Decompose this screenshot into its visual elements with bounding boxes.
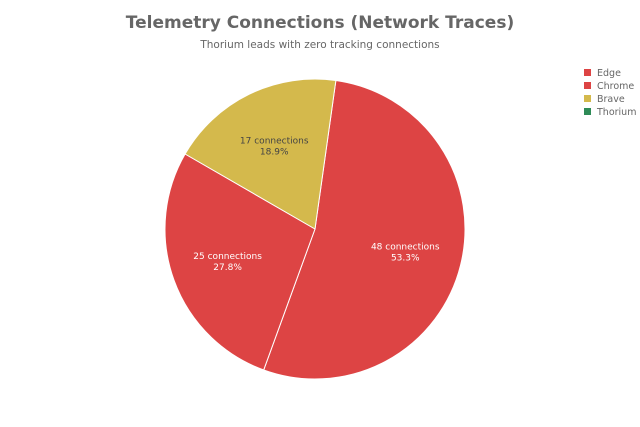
slice-value-label-chrome: 25 connections [193,252,262,262]
legend-swatch-chrome[interactable] [584,82,591,89]
legend-label-brave[interactable]: Brave [597,94,625,105]
legend-label-edge[interactable]: Edge [597,68,621,79]
legend-swatch-brave[interactable] [584,95,591,102]
legend-label-thorium[interactable]: Thorium [596,107,636,118]
pie-slices [164,78,466,380]
pie-slice-chrome[interactable] [164,153,316,371]
legend-swatch-thorium[interactable] [584,108,591,115]
slice-value-label-edge: 48 connections [371,242,440,252]
slice-percent-label-brave: 18.9% [260,147,289,157]
chart-title: Telemetry Connections (Network Traces) [126,13,514,33]
slice-percent-label-edge: 53.3% [391,253,420,263]
pie-slice-brave[interactable] [184,78,337,230]
slice-value-label-brave: 17 connections [240,136,309,146]
legend: Edge Chrome Brave Thorium [584,68,636,118]
slice-percent-label-chrome: 27.8% [213,263,242,273]
pie-slice-edge[interactable] [263,79,466,380]
legend-label-chrome[interactable]: Chrome [597,81,634,92]
chart-subtitle: Thorium leads with zero tracking connect… [199,39,439,51]
legend-swatch-edge[interactable] [584,69,591,76]
